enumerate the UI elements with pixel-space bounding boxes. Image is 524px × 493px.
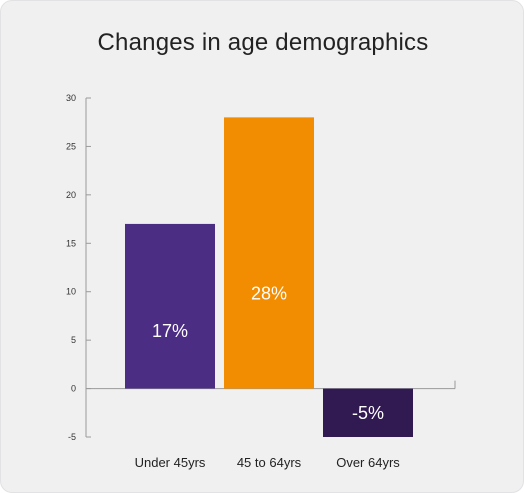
bar xyxy=(323,388,413,437)
y-tick-label: 0 xyxy=(71,384,76,394)
y-tick-label: 30 xyxy=(66,93,76,103)
y-tick-label: 25 xyxy=(66,141,76,151)
y-tick-label: 5 xyxy=(71,335,76,345)
x-tick-label: Under 45yrs xyxy=(135,455,206,470)
x-tick-label: Over 64yrs xyxy=(336,455,400,470)
bar xyxy=(224,117,314,389)
y-tick-label: 20 xyxy=(66,190,76,200)
y-tick-label: -5 xyxy=(68,432,76,442)
bar xyxy=(125,223,215,389)
data-label: -5% xyxy=(352,403,384,423)
chart-labels: 17% Under 45yrs 28% 45 to 64yrs -5% Over 64yr… xyxy=(135,284,401,470)
y-tick-label: 15 xyxy=(66,238,76,248)
x-tick-label: 45 to 64yrs xyxy=(237,455,302,470)
data-label: 17% xyxy=(152,321,188,341)
chart-bars xyxy=(125,117,413,437)
y-tick-label: 10 xyxy=(66,287,76,297)
data-label: 28% xyxy=(251,284,287,304)
chart-title: Changes in age demographics xyxy=(97,29,429,56)
